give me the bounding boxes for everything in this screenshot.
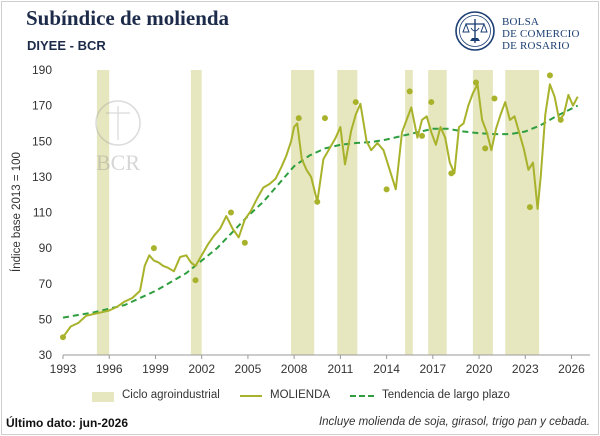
legend-swatch-dashed — [350, 395, 374, 397]
y-tick-30: 30 — [39, 348, 53, 362]
cycle-band-1 — [190, 70, 202, 355]
trend-series — [62, 104, 579, 319]
molienda-point-12 — [428, 99, 435, 106]
molienda-point-19 — [557, 116, 564, 123]
x-tick-2023: 2023 — [512, 362, 539, 376]
watermark-seal-icon — [95, 100, 141, 146]
bcr-logo: BOLSA DE COMERCIO DE ROSARIO — [454, 10, 594, 56]
molienda-point-8 — [352, 99, 359, 106]
cycle-band-3 — [337, 70, 358, 355]
cycle-band-7 — [505, 70, 540, 355]
x-tick-2026: 2026 — [558, 362, 585, 376]
molienda-line — [62, 83, 579, 338]
x-tick-2017: 2017 — [419, 362, 446, 376]
y-tick-labels: 30 50 70 90 110 130 150 170 190 — [32, 63, 52, 362]
molienda-point-15 — [482, 145, 489, 152]
cycle-bands — [96, 70, 540, 355]
last-data-note: Último dato: jun-2026 — [6, 416, 129, 430]
x-tick-2020: 2020 — [466, 362, 493, 376]
x-tick-2011: 2011 — [327, 362, 353, 376]
cycle-band-5 — [428, 70, 447, 355]
cycle-band-6 — [472, 70, 493, 355]
logo-line-1: BOLSA — [502, 16, 540, 28]
molienda-point-4 — [241, 239, 248, 246]
molienda-point-2 — [192, 277, 199, 284]
y-axis-title: Índice base 2013 = 100 — [10, 152, 23, 272]
molienda-point-18 — [546, 72, 553, 79]
logo-line-2: DE COMERCIO — [502, 28, 580, 40]
molienda-point-11 — [419, 132, 426, 139]
x-tick-2002: 2002 — [188, 362, 215, 376]
logo-text: BOLSA DE COMERCIO DE ROSARIO — [502, 16, 594, 52]
x-tick-1999: 1999 — [142, 362, 169, 376]
molienda-point-16 — [491, 95, 498, 102]
x-tick-2014: 2014 — [373, 362, 400, 376]
chart-subtitle: DIYEE - BCR — [27, 38, 106, 53]
y-tick-150: 150 — [32, 134, 52, 148]
y-tick-170: 170 — [32, 99, 52, 113]
bcr-logo-icon — [455, 11, 495, 51]
x-tick-1996: 1996 — [96, 362, 123, 376]
chart-title: Subíndice de molienda — [26, 6, 230, 30]
molienda-series — [62, 83, 579, 338]
legend-swatch-band — [92, 392, 114, 402]
x-tick-2008: 2008 — [281, 362, 308, 376]
x-tick-2005: 2005 — [235, 362, 262, 376]
molienda-point-0 — [60, 334, 66, 341]
watermark: BCR — [95, 100, 141, 175]
molienda-point-7 — [321, 115, 328, 122]
y-tick-110: 110 — [33, 206, 52, 220]
trend-line — [62, 104, 579, 319]
y-tick-130: 130 — [32, 170, 52, 184]
legend-label-molienda: MOLIENDA — [270, 389, 331, 401]
x-tick-labels: 1993 1996 1999 2002 2005 2008 2011 2014 2017 2020… — [50, 362, 586, 376]
molienda-point-3 — [227, 209, 234, 216]
legend-swatch-line — [240, 395, 262, 397]
molienda-point-17 — [526, 204, 533, 211]
y-tick-90: 90 — [39, 241, 53, 255]
legend-label-ciclo: Ciclo agroindustrial — [122, 389, 220, 401]
legend-label-tendencia: Tendencia de largo plazo — [382, 389, 510, 401]
y-tick-50: 50 — [39, 312, 53, 326]
molienda-point-1 — [150, 245, 157, 252]
molienda-point-13 — [448, 170, 455, 177]
logo-line-3: DE ROSARIO — [502, 40, 570, 52]
y-tick-190: 190 — [32, 63, 52, 77]
axes — [62, 354, 590, 359]
y-tick-70: 70 — [39, 277, 53, 291]
cycle-band-0 — [96, 70, 110, 355]
molienda-point-9 — [383, 186, 390, 193]
legend: Ciclo agroindustrial MOLIENDA Tendencia … — [0, 386, 600, 406]
molienda-point-14 — [472, 79, 479, 86]
x-tick-1993: 1993 — [50, 362, 77, 376]
molienda-point-10 — [406, 88, 413, 95]
footnote: Incluye molienda de soja, girasol, trigo… — [318, 416, 590, 428]
molienda-markers — [60, 72, 564, 341]
molienda-point-5 — [295, 115, 302, 122]
molienda-point-6 — [314, 198, 321, 205]
cycle-band-4 — [405, 70, 413, 355]
watermark-text: BCR — [96, 150, 140, 175]
cycle-band-2 — [291, 70, 315, 355]
